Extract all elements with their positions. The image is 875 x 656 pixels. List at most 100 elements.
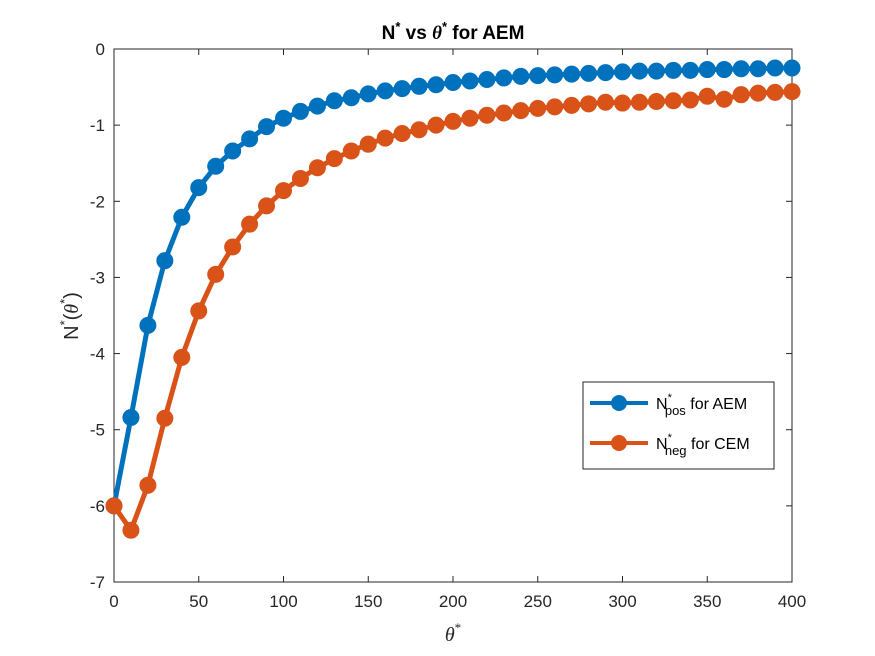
- data-point: [749, 84, 767, 102]
- data-point: [410, 121, 428, 139]
- y-axis-label: N*(θ*): [57, 292, 83, 340]
- data-point: [630, 62, 648, 80]
- y-tick-label: -3: [90, 268, 105, 287]
- data-point: [427, 116, 445, 134]
- data-point: [173, 208, 191, 226]
- data-point: [376, 82, 394, 100]
- data-point: [105, 497, 123, 515]
- data-point: [241, 130, 259, 148]
- data-point: [275, 109, 292, 127]
- data-point: [732, 60, 750, 78]
- data-point: [478, 70, 496, 88]
- data-point: [630, 93, 648, 111]
- data-point: [664, 61, 682, 79]
- data-point: [190, 179, 208, 197]
- data-point: [359, 85, 377, 103]
- data-point: [766, 59, 784, 77]
- y-tick-label: -4: [90, 345, 105, 364]
- y-tick-label: -6: [90, 497, 105, 516]
- data-point: [715, 61, 733, 79]
- x-tick-label: 0: [109, 592, 118, 611]
- data-point: [393, 125, 411, 143]
- x-tick-label: 250: [524, 592, 552, 611]
- data-point: [122, 521, 140, 539]
- data-point: [495, 104, 513, 122]
- data-point: [563, 96, 581, 114]
- axis-ticks: [113, 48, 793, 583]
- y-tick-label: 0: [96, 40, 105, 59]
- data-point: [512, 102, 530, 120]
- y-tick-labels: 0 -1 -2 -3 -4 -5 -6 -7: [90, 40, 105, 592]
- data-point: [647, 93, 665, 111]
- plot-area: [113, 48, 793, 583]
- data-point: [715, 90, 733, 108]
- data-point: [156, 409, 174, 427]
- x-tick-label: 100: [269, 592, 297, 611]
- data-point: [529, 67, 547, 85]
- data-point: [291, 102, 309, 120]
- data-point: [614, 94, 631, 112]
- data-point: [139, 476, 157, 494]
- data-point: [342, 89, 360, 107]
- data-point: [698, 61, 716, 79]
- data-point: [393, 80, 411, 98]
- data-point: [580, 95, 598, 113]
- data-point: [325, 92, 343, 110]
- data-point: [139, 316, 157, 334]
- legend-entry-neg: N* neg for CEM: [590, 432, 750, 458]
- data-point: [783, 59, 801, 77]
- legend: N* pos for AEM N* neg for CEM: [582, 381, 775, 470]
- x-tick-label: 200: [439, 592, 467, 611]
- data-point: [275, 182, 292, 200]
- series-layer: [105, 59, 801, 539]
- legend-entry-pos: N* pos for AEM: [590, 392, 747, 418]
- data-point: [258, 118, 276, 136]
- data-point: [546, 98, 564, 116]
- data-point: [732, 86, 750, 104]
- data-point: [495, 69, 513, 87]
- data-point: [664, 92, 682, 110]
- data-point: [512, 67, 530, 85]
- series-1: [105, 83, 801, 539]
- legend-marker: [611, 395, 627, 411]
- data-point: [207, 265, 225, 283]
- data-point: [258, 197, 276, 215]
- data-point: [597, 64, 615, 82]
- data-point: [647, 62, 665, 80]
- data-point: [461, 109, 479, 127]
- x-tick-label: 400: [778, 592, 806, 611]
- chart-title: N* vs θ* for AEM: [382, 19, 525, 44]
- x-tick-label: 150: [354, 592, 382, 611]
- x-tick-label: 350: [693, 592, 721, 611]
- y-tick-label: -7: [90, 573, 105, 592]
- data-point: [122, 409, 140, 427]
- data-point: [580, 64, 598, 82]
- x-axis-label: θ*: [445, 620, 461, 646]
- data-point: [529, 99, 547, 117]
- x-tick-label: 300: [608, 592, 636, 611]
- data-point: [783, 83, 801, 101]
- data-point: [207, 157, 225, 175]
- data-point: [563, 65, 581, 83]
- data-point: [410, 77, 428, 95]
- data-point: [359, 135, 377, 153]
- data-point: [444, 112, 462, 130]
- data-point: [478, 106, 496, 124]
- data-point: [291, 169, 309, 187]
- legend-label-neg: N* neg for CEM: [656, 432, 750, 458]
- x-tick-label: 50: [189, 592, 208, 611]
- data-point: [224, 142, 242, 160]
- data-point: [681, 91, 699, 109]
- y-tick-label: -1: [90, 116, 105, 135]
- data-point: [698, 87, 716, 105]
- data-point: [308, 97, 326, 115]
- data-point: [444, 74, 462, 92]
- data-point: [241, 215, 259, 233]
- data-point: [597, 93, 615, 111]
- data-point: [614, 63, 631, 81]
- data-point: [156, 252, 174, 270]
- data-point: [376, 129, 394, 147]
- legend-label-pos: N* pos for AEM: [656, 392, 747, 418]
- y-tick-label: -5: [90, 421, 105, 440]
